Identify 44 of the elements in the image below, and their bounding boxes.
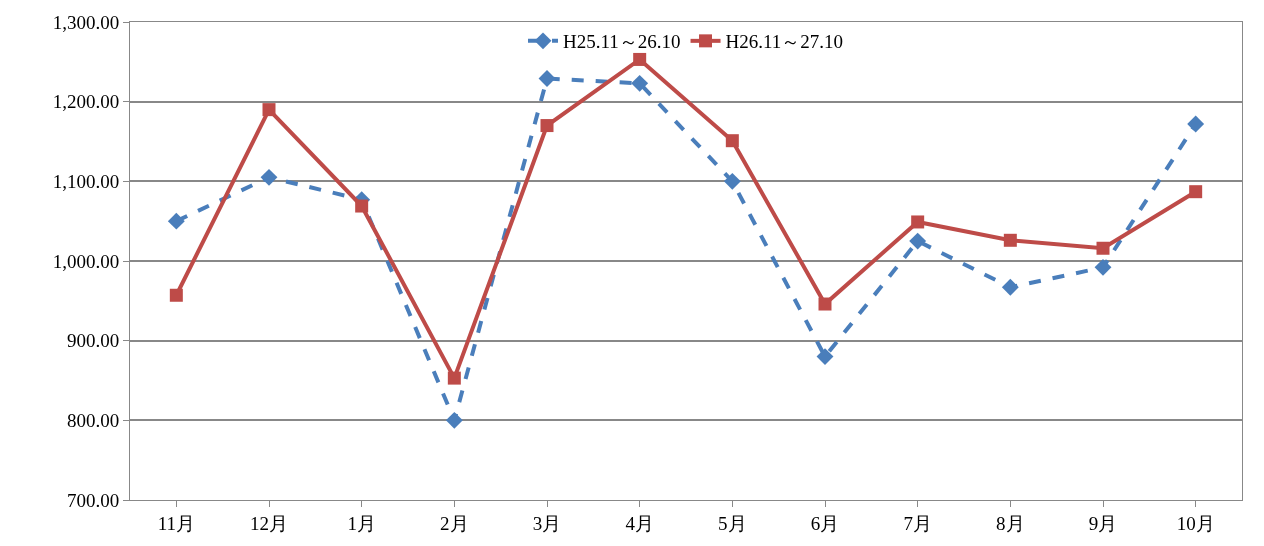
point bbox=[909, 232, 927, 250]
x-tick-label: 3月 bbox=[532, 512, 562, 534]
x-tick-label: 10月 bbox=[1176, 512, 1215, 534]
point bbox=[260, 168, 278, 186]
x-tick-label: 7月 bbox=[903, 512, 932, 534]
point bbox=[1187, 115, 1205, 133]
y-tick-label: 800.00 bbox=[66, 409, 120, 431]
point bbox=[355, 199, 369, 213]
x-tick-label: 4月 bbox=[625, 512, 654, 534]
y-tick-label: 700.00 bbox=[66, 489, 120, 511]
point bbox=[818, 297, 832, 311]
point bbox=[1003, 233, 1017, 247]
legend-label: H25.11～26.10 bbox=[563, 31, 681, 53]
point bbox=[447, 371, 461, 385]
y-tick-label: 1,200.00 bbox=[52, 91, 120, 113]
x-tick-label: 6月 bbox=[810, 512, 840, 534]
point bbox=[169, 288, 183, 302]
point bbox=[262, 103, 276, 117]
x-tick-label: 12月 bbox=[250, 512, 288, 534]
point bbox=[1096, 241, 1110, 255]
point bbox=[911, 215, 925, 229]
point bbox=[723, 172, 741, 190]
point bbox=[1189, 185, 1203, 199]
x-tick-label: 8月 bbox=[996, 512, 1025, 534]
x-tick-label: 11月 bbox=[157, 512, 195, 534]
point bbox=[1001, 278, 1019, 296]
point bbox=[540, 119, 554, 133]
point bbox=[725, 134, 739, 148]
y-tick-label: 1,000.00 bbox=[52, 250, 120, 272]
y-tick-label: 900.00 bbox=[66, 330, 120, 352]
point bbox=[445, 411, 463, 429]
point bbox=[633, 52, 647, 66]
point bbox=[1094, 258, 1112, 276]
point bbox=[167, 212, 185, 230]
y-tick-label: 1,100.00 bbox=[52, 170, 120, 192]
x-tick-label: 5月 bbox=[718, 512, 747, 534]
point bbox=[538, 70, 556, 88]
x-tick-label: 9月 bbox=[1088, 512, 1118, 534]
x-tick-label: 1月 bbox=[347, 512, 376, 534]
point bbox=[816, 348, 834, 366]
legend-label: H26.11～27.10 bbox=[725, 31, 844, 53]
x-tick-label: 2月 bbox=[440, 512, 469, 534]
point bbox=[631, 74, 649, 92]
y-tick-label: 1,300.00 bbox=[52, 11, 120, 33]
